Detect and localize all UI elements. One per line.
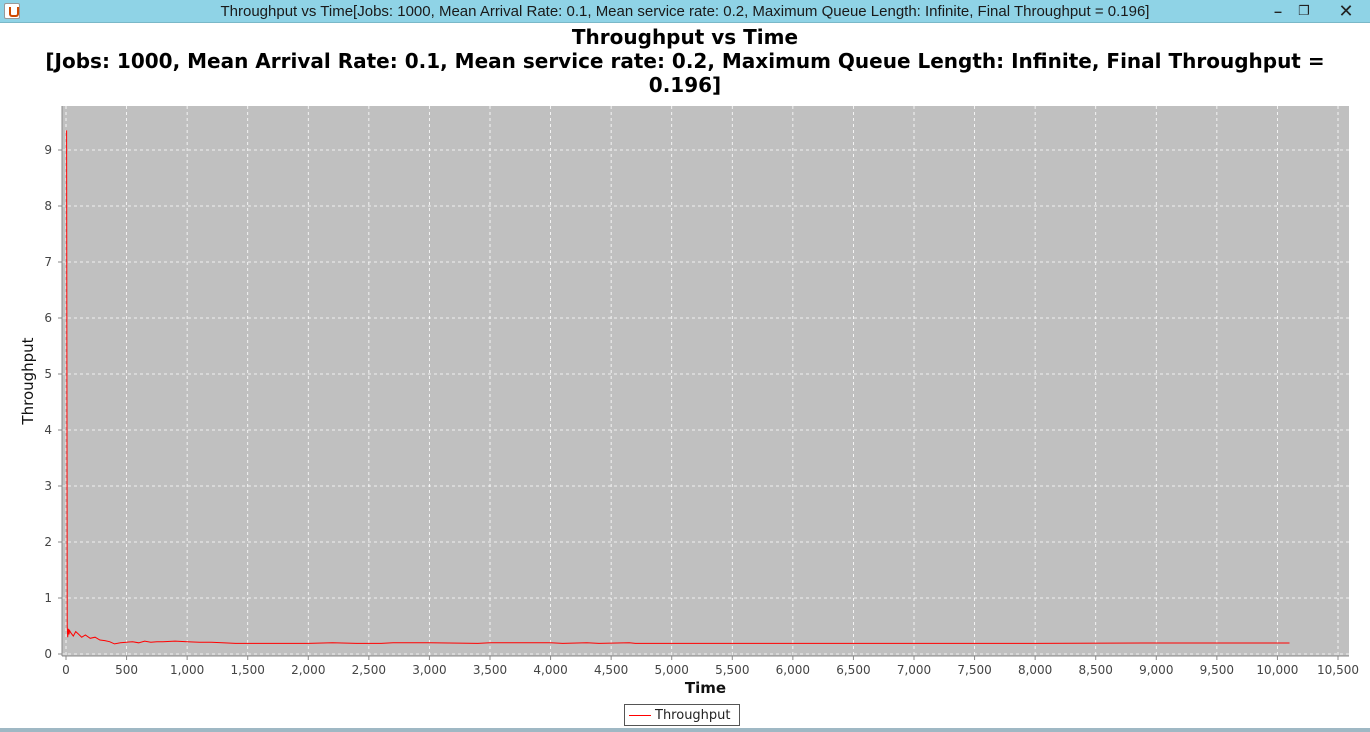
close-button[interactable]: ✕: [1338, 1, 1354, 21]
y-axis-title: Throughput: [19, 337, 37, 425]
title-bar[interactable]: Throughput vs Time[Jobs: 1000, Mean Arri…: [0, 0, 1370, 23]
y-tick-label: 3: [44, 479, 52, 493]
y-tick-label: 0: [44, 647, 52, 661]
series-line-throughput: [66, 130, 1290, 645]
minimize-button[interactable]: –: [1274, 3, 1282, 19]
x-tick-label: 10,500: [1317, 663, 1359, 677]
x-tick-label: 3,000: [412, 663, 446, 677]
x-tick-label: 9,000: [1139, 663, 1173, 677]
x-tick-label: 500: [115, 663, 138, 677]
x-tick-label: 3,500: [473, 663, 507, 677]
taskbar: [0, 728, 1370, 732]
x-tick-label: 1,000: [170, 663, 204, 677]
y-tick-label: 5: [44, 367, 52, 381]
y-tick-label: 8: [44, 199, 52, 213]
series-layer: [66, 130, 1290, 645]
axes: 0 500 1,000 1,500 2,000 2,500 3,000 3,500 4,000 4…: [44, 106, 1359, 677]
x-tick-label: 9,500: [1200, 663, 1234, 677]
chart-title: Throughput vs Time: [571, 25, 799, 49]
y-tick-label: 2: [44, 535, 52, 549]
x-tick-label: 7,000: [897, 663, 931, 677]
x-tick-label: 5,000: [655, 663, 689, 677]
x-tick-label: 2,000: [291, 663, 325, 677]
y-tick-label: 4: [44, 423, 52, 437]
x-tick-label: 8,000: [1018, 663, 1052, 677]
window-title: Throughput vs Time[Jobs: 1000, Mean Arri…: [220, 3, 1150, 20]
x-tick-label: 7,500: [957, 663, 991, 677]
legend-label-throughput: Throughput: [655, 708, 731, 723]
x-tick-label: 4,000: [533, 663, 567, 677]
y-tick-label: 7: [44, 255, 52, 269]
java-app-icon[interactable]: [4, 3, 20, 19]
x-tick-label: 2,500: [352, 663, 386, 677]
y-tick-label: 9: [44, 143, 52, 157]
x-tick-label: 4,500: [594, 663, 628, 677]
legend-swatch-throughput: [629, 715, 651, 716]
y-tick-label: 1: [44, 591, 52, 605]
x-axis-title: Time: [685, 679, 726, 697]
x-tick-label: 5,500: [715, 663, 749, 677]
x-tick-label: 8,500: [1079, 663, 1113, 677]
restore-button[interactable]: ❐: [1298, 3, 1310, 18]
x-tick-label: 6,500: [836, 663, 870, 677]
grid-lines: [62, 106, 1349, 656]
x-tick-label: 0: [62, 663, 70, 677]
plot-background: [62, 106, 1349, 656]
chart-subtitle: [Jobs: 1000, Mean Arrival Rate: 0.1, Mea…: [45, 49, 1325, 97]
x-tick-label: 1,500: [231, 663, 265, 677]
y-tick-label: 6: [44, 311, 52, 325]
x-tick-label: 10,000: [1256, 663, 1298, 677]
x-tick-label: 6,000: [776, 663, 810, 677]
legend: Throughput: [624, 704, 740, 726]
